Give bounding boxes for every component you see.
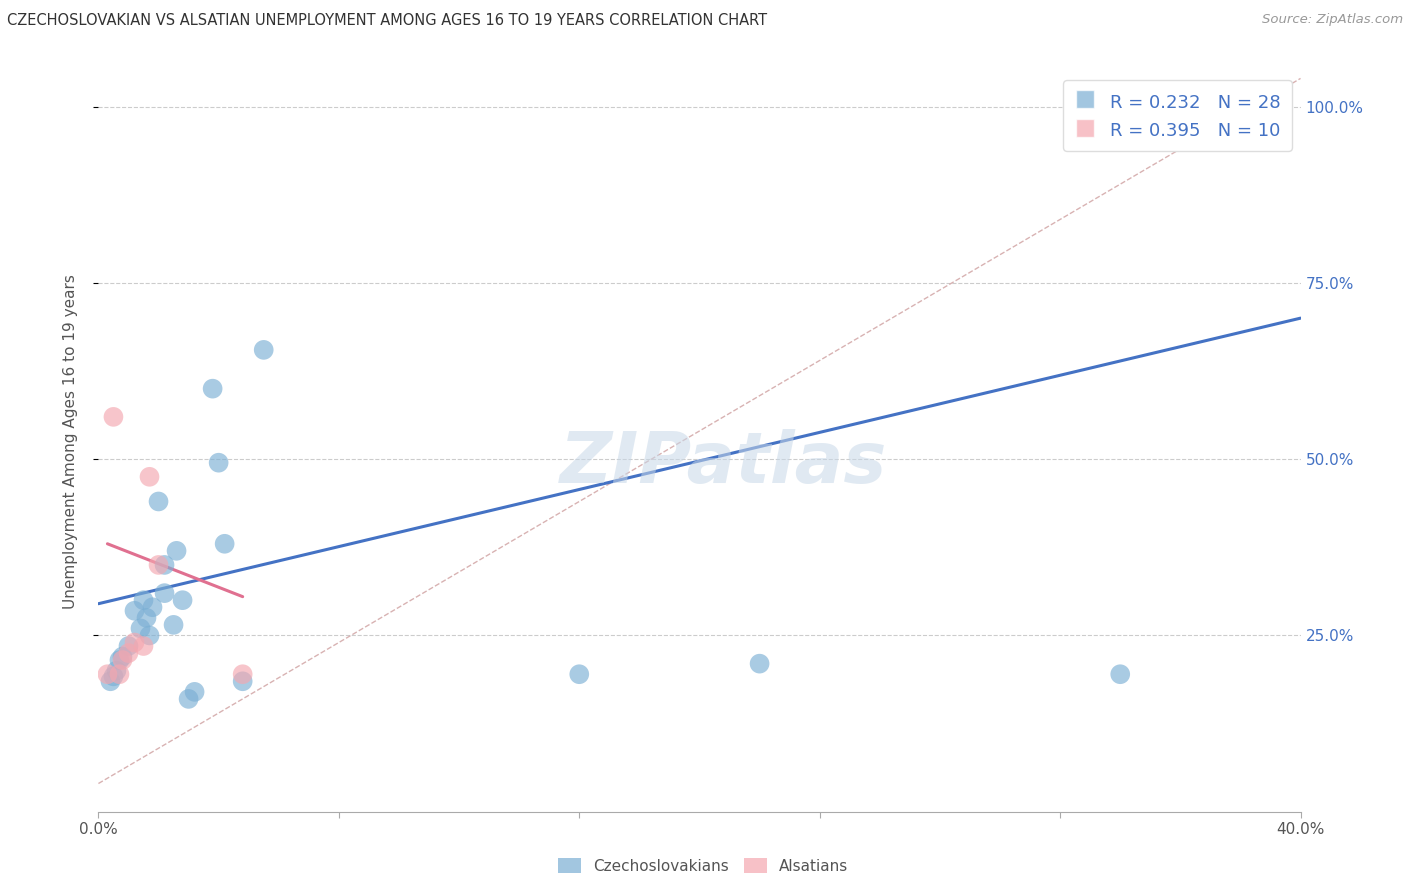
Point xyxy=(111,649,134,664)
Point xyxy=(177,692,200,706)
Point xyxy=(153,558,176,572)
Point xyxy=(117,646,139,660)
Point xyxy=(201,382,224,396)
Point xyxy=(129,621,152,635)
Point xyxy=(162,618,184,632)
Legend: Czechoslovakians, Alsatians: Czechoslovakians, Alsatians xyxy=(551,852,855,880)
Text: CZECHOSLOVAKIAN VS ALSATIAN UNEMPLOYMENT AMONG AGES 16 TO 19 YEARS CORRELATION C: CZECHOSLOVAKIAN VS ALSATIAN UNEMPLOYMENT… xyxy=(7,13,768,29)
Point xyxy=(748,657,770,671)
Point xyxy=(108,653,131,667)
Point xyxy=(232,667,254,681)
Point xyxy=(1109,667,1132,681)
Point xyxy=(96,667,118,681)
Point xyxy=(208,456,231,470)
Point xyxy=(103,409,125,424)
Point xyxy=(172,593,194,607)
Point xyxy=(111,653,134,667)
Point xyxy=(568,667,591,681)
Point xyxy=(138,470,160,484)
Point xyxy=(100,674,122,689)
Point xyxy=(117,639,139,653)
Point xyxy=(253,343,276,357)
Text: ZIPatlas: ZIPatlas xyxy=(560,429,887,499)
Point xyxy=(166,544,188,558)
Point xyxy=(141,600,163,615)
Point xyxy=(183,685,205,699)
Point xyxy=(124,604,146,618)
Point xyxy=(214,537,236,551)
Point xyxy=(153,586,176,600)
Point xyxy=(103,669,125,683)
Point xyxy=(132,639,155,653)
Legend: R = 0.232   N = 28, R = 0.395   N = 10: R = 0.232 N = 28, R = 0.395 N = 10 xyxy=(1063,80,1292,151)
Point xyxy=(105,664,128,678)
Point xyxy=(132,593,155,607)
Point xyxy=(148,494,170,508)
Point xyxy=(138,628,160,642)
Point xyxy=(124,635,146,649)
Point xyxy=(108,667,131,681)
Y-axis label: Unemployment Among Ages 16 to 19 years: Unemployment Among Ages 16 to 19 years xyxy=(63,274,77,609)
Point xyxy=(135,611,157,625)
Text: Source: ZipAtlas.com: Source: ZipAtlas.com xyxy=(1263,13,1403,27)
Point xyxy=(148,558,170,572)
Point xyxy=(232,674,254,689)
